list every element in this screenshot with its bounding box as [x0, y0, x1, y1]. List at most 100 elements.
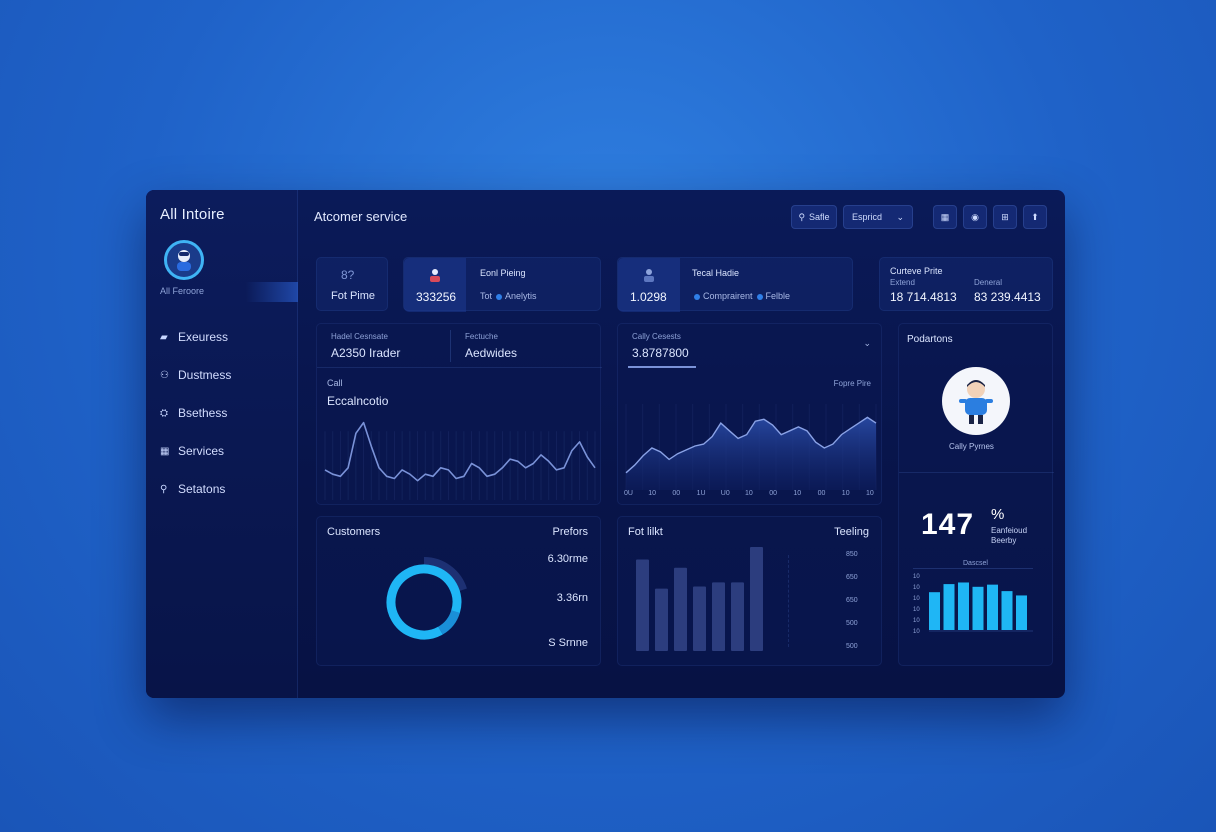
bar — [712, 582, 725, 651]
panel-label: Cally Cesests — [632, 332, 681, 341]
bar — [655, 588, 668, 651]
x-tick-label: 10 — [793, 490, 802, 497]
x-tick-label: 00 — [817, 490, 826, 497]
user-avatar-icon — [177, 250, 191, 271]
search-icon: ⚲ — [798, 211, 806, 222]
people-icon: 8? — [341, 268, 355, 282]
sidebar-user-label: All Feroore — [160, 286, 205, 296]
share-icon: ⬆ — [1031, 211, 1039, 222]
y-tick-label: 500 — [846, 620, 858, 627]
share-button[interactable]: ⬆ — [1023, 205, 1047, 229]
tab-label: Hadel Cesnsate — [331, 332, 388, 341]
customers-value-3: S Srnne — [548, 637, 588, 649]
lock-icon: ⛭ — [160, 407, 168, 419]
stat-title: Curteve Prite — [890, 266, 943, 276]
x-tick-label: 10 — [648, 490, 656, 497]
sidebar-item-bsethess[interactable]: ⛭ Bsethess — [160, 394, 231, 432]
stat-title: Tecal Hadie — [692, 268, 740, 278]
mini-bar — [1001, 591, 1013, 630]
ring-track — [379, 557, 469, 647]
sidebar-item-label: Setatons — [178, 482, 226, 496]
chevron-down-icon[interactable]: ⌄ — [863, 338, 871, 348]
camera-button[interactable]: ◉ — [963, 205, 987, 229]
sidebar-item-exeuress[interactable]: ▰ Exeuress — [160, 318, 231, 356]
legend-label: Fopre Pire — [833, 379, 871, 388]
sidebar-item-label: Services — [178, 444, 225, 458]
big-metric-desc: Beerby — [991, 536, 1017, 545]
period-select[interactable]: Espricd ⌄ — [843, 205, 913, 229]
x-tick-label: 10 — [841, 490, 850, 497]
section-title: Eccalncotio — [327, 394, 389, 408]
x-tick-label: 0U — [624, 490, 633, 497]
profile-avatar[interactable] — [942, 367, 1010, 435]
stat-value: 1.0298 — [630, 290, 667, 304]
section-small-label: Call — [327, 378, 343, 388]
big-metric-unit: % — [991, 506, 1005, 523]
big-metric-value: 147 — [921, 508, 975, 541]
header-controls: ⚲ Safle Espricd ⌄ ▦ ◉ ⊞ ⬆ — [791, 205, 1047, 229]
search-button[interactable]: ⚲ Safle — [791, 205, 837, 229]
stat-sub-left: Extend — [890, 278, 915, 287]
x-tick-label: 00 — [672, 490, 681, 497]
chevron-down-icon: ⌄ — [896, 211, 904, 222]
gift-icon: ⊞ — [1001, 211, 1009, 222]
panel-customers: Customers Prefors 6.30rme 3.36rn S Srnne — [316, 516, 601, 666]
users-icon: ⚇ — [160, 369, 169, 381]
bar — [731, 582, 744, 651]
active-tab-underline — [628, 366, 696, 368]
camera-icon: ◉ — [971, 211, 979, 222]
mini-tick-label: 10 — [913, 618, 920, 624]
tab-value[interactable]: Aedwides — [465, 346, 518, 360]
y-tick-label: 650 — [846, 574, 858, 581]
panel-value: 3.8787800 — [632, 346, 689, 360]
sidebar-item-dustmess[interactable]: ⚇ Dustmess — [160, 356, 231, 394]
stat-sub: Comprairent Felble — [690, 291, 790, 301]
stat-title: Fot Pime — [331, 290, 376, 302]
x-tick-label: U0 — [720, 490, 730, 497]
left-line-chart — [324, 421, 596, 500]
search-label: Safle — [809, 212, 830, 222]
sidebar-item-label: Exeuress — [178, 330, 229, 344]
big-metric-desc: Eanfeioud — [991, 526, 1028, 535]
y-axis-ticks: 850 650 650 500 500 — [846, 551, 872, 655]
stat-value-2: 83 239.4413 — [974, 290, 1041, 304]
mini-bar — [987, 584, 998, 630]
stat-value: 333256 — [416, 290, 457, 304]
sidebar-active-indicator — [246, 282, 298, 302]
panel-title: Podartons — [907, 334, 953, 345]
sidebar-nav: ▰ Exeuress ⚇ Dustmess ⛭ Bsethess ▦ Servi… — [160, 318, 231, 508]
brand-title: All Intoire — [160, 206, 225, 223]
stat-sub: Tot Anelytis — [480, 291, 537, 301]
sidebar-item-services[interactable]: ▦ Services — [160, 432, 231, 470]
stat-card-1[interactable]: 8? Fot Pime — [316, 257, 388, 311]
sidebar: All Intoire All Feroore ▰ Exeuress ⚇ Dus… — [146, 190, 298, 698]
stat-card-2[interactable]: 333256 Eonl Pieing Tot Anelytis — [403, 257, 601, 312]
avatar[interactable] — [164, 240, 204, 280]
stat-title: Eonl Pieing — [480, 268, 526, 278]
mini-bar — [943, 584, 955, 630]
mini-bar-chart — [929, 582, 1033, 632]
panel-title: Fot lilkt — [628, 526, 663, 538]
search-icon: ⚲ — [160, 483, 168, 495]
panel-right-title: Teeling — [834, 526, 869, 538]
calendar-button[interactable]: ▦ — [933, 205, 957, 229]
tab-value[interactable]: A2350 Irader — [331, 346, 401, 360]
mini-bar — [972, 586, 984, 630]
mini-tick-label: 10 — [913, 629, 920, 635]
x-axis-ticks: 0U 10 00 1U U0 10 00 10 00 10 10 — [624, 490, 876, 502]
profile-name: Cally Pyrnes — [949, 442, 994, 451]
mini-bar — [1016, 595, 1027, 630]
stat-card-4[interactable]: Curteve Prite Extend Deneral 18 714.4813… — [879, 257, 1053, 311]
stat-card-3[interactable]: 1.0298 Tecal Hadie Comprairent Felble — [617, 257, 853, 312]
sidebar-item-setatons[interactable]: ⚲ Setatons — [160, 470, 231, 508]
grid-icon: ▦ — [160, 445, 170, 457]
x-tick-label: 10 — [866, 490, 874, 497]
gift-button[interactable]: ⊞ — [993, 205, 1017, 229]
series-line — [324, 421, 596, 482]
mini-tick-label: 10 — [913, 585, 920, 591]
customers-value-2: 3.36rn — [556, 592, 588, 604]
mid-area-chart — [625, 404, 877, 490]
series-line — [625, 416, 877, 474]
panel-area-mid: Cally Cesests 3.8787800 ⌄ Fopre Pire 0U 1… — [617, 323, 882, 505]
person-illustration-icon — [959, 380, 993, 424]
